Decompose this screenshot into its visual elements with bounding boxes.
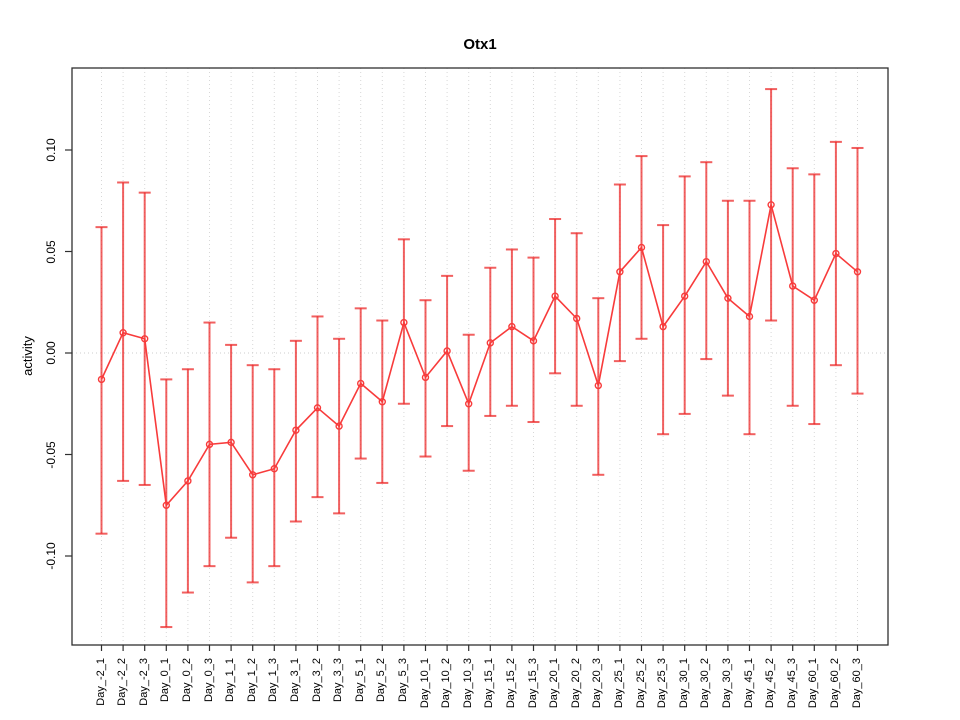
x-tick-label: Day_10_2 <box>440 658 453 709</box>
chart-title: Otx1 <box>463 36 497 53</box>
x-tick-label: Day_10_3 <box>461 658 474 709</box>
data-point-marker <box>162 501 171 509</box>
x-tick-label: Day_15_2 <box>504 658 517 709</box>
data-point-marker <box>789 282 797 290</box>
x-tick-label: Day_25_2 <box>634 658 647 709</box>
data-point-marker <box>508 322 516 331</box>
data-point-marker <box>745 312 754 321</box>
x-tick-label: Day_60_1 <box>807 658 820 709</box>
plot-border <box>71 67 889 646</box>
data-point-marker <box>443 347 451 355</box>
y-tick-label: 0.00 <box>44 341 58 365</box>
x-tick-label: Day_3_3 <box>332 658 345 703</box>
x-tick-label: Day_25_1 <box>612 658 625 709</box>
y-tick-label: -0.10 <box>44 542 58 570</box>
x-tick-label: Day_60_2 <box>828 658 841 709</box>
data-point-marker <box>400 318 408 327</box>
x-tick-label: Day_-2_1 <box>94 658 107 706</box>
x-tick-label: Day_15_1 <box>483 658 496 709</box>
data-point-marker <box>97 375 106 384</box>
data-point-marker <box>659 322 667 331</box>
x-tick-label: Day_3_2 <box>310 658 323 703</box>
x-tick-label: Day_30_2 <box>699 658 712 709</box>
x-tick-label: Day_45_3 <box>785 658 798 709</box>
y-axis-label: activity <box>20 336 35 376</box>
data-point-marker <box>205 440 214 449</box>
x-tick-label: Day_3_1 <box>288 658 301 703</box>
data-point-marker <box>292 426 300 434</box>
x-tick-label: Day_1_2 <box>245 658 258 703</box>
x-tick-label: Day_20_2 <box>569 658 582 709</box>
x-tick-label: Day_30_3 <box>720 658 733 709</box>
x-tick-label: Day_-2_2 <box>116 658 129 706</box>
data-point-marker <box>140 335 149 343</box>
x-tick-label: Day_5_3 <box>396 658 409 703</box>
data-point-marker <box>119 329 127 337</box>
x-tick-label: Day_30_1 <box>677 658 690 709</box>
data-point-marker <box>529 337 538 345</box>
x-tick-label: Day_20_3 <box>591 658 604 709</box>
y-tick-label: 0.10 <box>44 138 58 162</box>
data-point-marker <box>335 422 343 430</box>
x-tick-label: Day_0_2 <box>180 658 193 703</box>
data-point-marker <box>421 373 430 382</box>
data-point-marker <box>702 257 710 266</box>
data-point-marker <box>378 398 386 406</box>
data-point-marker <box>594 381 602 390</box>
data-point-marker <box>637 243 646 252</box>
x-tick-label: Day_-2_3 <box>137 658 150 706</box>
series-line <box>100 204 859 508</box>
data-point-marker <box>724 294 732 302</box>
x-tick-label: Day_1_1 <box>224 658 237 703</box>
x-tick-label: Day_60_3 <box>850 658 863 709</box>
data-point-marker <box>810 296 818 304</box>
data-point-marker <box>184 477 192 485</box>
x-tick-label: Day_0_3 <box>202 658 215 703</box>
data-point-marker <box>227 438 235 447</box>
data-point-marker <box>832 249 840 258</box>
data-point-marker <box>486 339 494 347</box>
x-tick-label: Day_15_3 <box>526 658 539 709</box>
y-tick-label: 0.05 <box>44 239 58 264</box>
x-tick-label: Day_10_1 <box>418 658 431 709</box>
data-point-marker <box>313 404 322 412</box>
x-tick-label: Day_0_1 <box>159 658 172 703</box>
data-point-marker <box>853 268 862 276</box>
x-tick-label: Day_5_1 <box>353 658 366 703</box>
x-tick-label: Day_5_2 <box>375 658 388 703</box>
data-point-marker <box>270 465 278 473</box>
data-point-marker <box>248 471 257 479</box>
x-tick-label: Day_1_3 <box>267 658 280 703</box>
y-tick-label: -0.05 <box>44 440 58 469</box>
x-tick-label: Day_25_3 <box>656 658 669 709</box>
data-point-marker <box>465 400 473 408</box>
x-tick-label: Day_45_1 <box>742 658 755 709</box>
data-point-marker <box>573 314 581 323</box>
x-tick-label: Day_20_1 <box>548 658 561 709</box>
data-point-marker <box>551 292 559 300</box>
x-tick-label: Day_45_2 <box>764 658 777 709</box>
data-point-marker <box>357 379 365 388</box>
data-point-marker <box>681 292 689 300</box>
data-point-marker <box>616 268 624 276</box>
data-point-marker <box>767 201 775 209</box>
